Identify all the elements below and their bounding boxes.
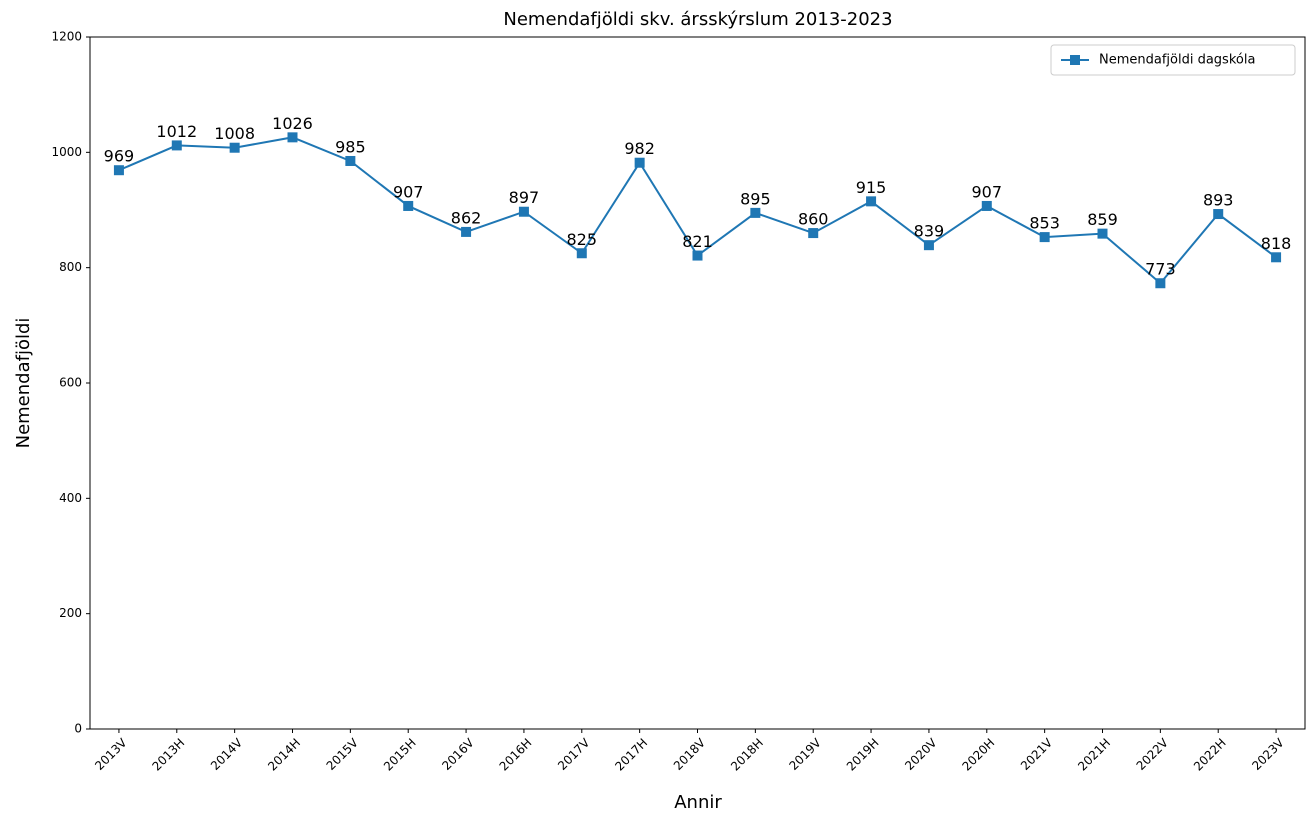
x-tick-label: 2015H <box>381 736 419 774</box>
data-label: 893 <box>1203 191 1234 210</box>
x-tick-label: 2017V <box>555 735 593 773</box>
marker <box>981 200 992 211</box>
marker <box>866 196 877 207</box>
x-axis-label: Annir <box>674 792 722 813</box>
x-tick-label: 2013V <box>92 735 130 773</box>
marker <box>692 250 703 261</box>
x-tick-label: 2016V <box>439 735 477 773</box>
x-tick-label: 2020H <box>960 736 998 774</box>
data-label: 818 <box>1261 234 1292 253</box>
marker <box>576 248 587 259</box>
y-tick-label: 200 <box>59 606 82 620</box>
marker <box>461 226 472 237</box>
marker <box>750 207 761 218</box>
marker <box>287 132 298 143</box>
marker <box>229 142 240 153</box>
marker <box>808 228 819 239</box>
marker <box>345 155 356 166</box>
x-tick-label: 2019V <box>787 735 825 773</box>
x-tick-label: 2021V <box>1018 735 1056 773</box>
y-axis-label: Nemendafjöldi <box>13 318 34 449</box>
data-label: 982 <box>624 139 655 158</box>
legend-marker <box>1070 55 1080 65</box>
x-tick-label: 2017H <box>612 736 650 774</box>
data-label: 773 <box>1145 260 1176 279</box>
x-tick-label: 2022V <box>1134 735 1172 773</box>
legend-box <box>1050 44 1296 76</box>
data-label: 1012 <box>156 122 197 141</box>
data-label: 821 <box>682 232 713 251</box>
legend-label: Nemendafjöldi dagskóla <box>1099 53 1255 68</box>
marker <box>518 206 529 217</box>
data-label: 915 <box>856 178 887 197</box>
marker <box>113 165 124 176</box>
data-label: 1008 <box>214 124 255 143</box>
data-label: 907 <box>972 182 1003 201</box>
x-tick-label: 2022H <box>1191 736 1229 774</box>
data-label: 1026 <box>272 114 313 133</box>
x-tick-label: 2021H <box>1075 736 1113 774</box>
marker <box>171 140 182 151</box>
chart-title: Nemendafjöldi skv. ársskýrslum 2013-2023 <box>503 9 892 30</box>
x-tick-label: 2015V <box>324 735 362 773</box>
data-label: 907 <box>393 182 424 201</box>
data-label: 862 <box>451 208 482 227</box>
marker <box>634 157 645 168</box>
y-tick-label: 800 <box>59 260 82 274</box>
data-label: 895 <box>740 189 771 208</box>
y-tick-label: 1200 <box>51 30 82 44</box>
data-label: 859 <box>1087 210 1118 229</box>
x-tick-label: 2023V <box>1249 735 1287 773</box>
x-tick-label: 2016H <box>497 736 535 774</box>
data-label: 897 <box>509 188 540 207</box>
marker <box>1271 252 1282 263</box>
marker <box>403 200 414 211</box>
x-tick-label: 2013H <box>150 736 188 774</box>
data-label: 969 <box>104 147 135 166</box>
data-label: 860 <box>798 210 829 229</box>
data-label: 853 <box>1029 214 1060 233</box>
x-tick-label: 2020V <box>902 735 940 773</box>
y-tick-label: 1000 <box>51 145 82 159</box>
y-tick-label: 600 <box>59 376 82 390</box>
marker <box>923 240 934 251</box>
x-tick-label: 2018V <box>671 735 709 773</box>
data-label: 985 <box>335 137 366 156</box>
x-tick-label: 2014H <box>265 736 303 774</box>
data-label: 839 <box>914 222 945 241</box>
x-tick-label: 2018H <box>728 736 766 774</box>
data-label: 825 <box>567 230 598 249</box>
x-tick-label: 2014V <box>208 735 246 773</box>
y-tick-label: 400 <box>59 491 82 505</box>
marker <box>1213 209 1224 220</box>
y-tick-label: 0 <box>74 722 82 736</box>
marker <box>1155 278 1166 289</box>
marker <box>1097 228 1108 239</box>
x-tick-label: 2019H <box>844 736 882 774</box>
marker <box>1039 232 1050 243</box>
